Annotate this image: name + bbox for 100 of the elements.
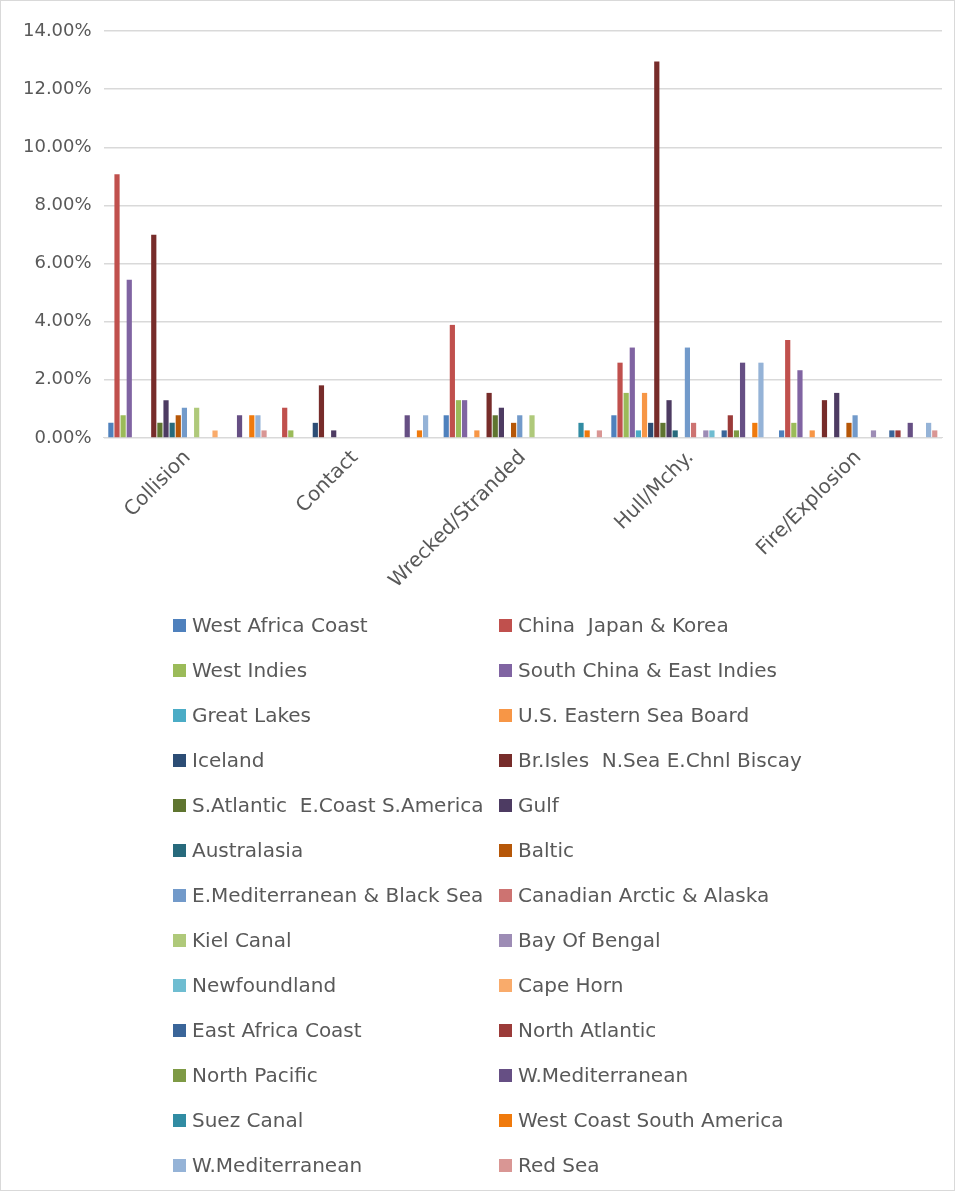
bar <box>660 422 666 438</box>
bar <box>641 392 648 438</box>
bar <box>617 362 623 438</box>
bar <box>443 415 449 438</box>
bar <box>175 415 181 438</box>
legend-label: China Japan & Korea <box>518 613 729 637</box>
bar <box>416 430 423 438</box>
bar <box>249 415 255 438</box>
bar <box>163 400 169 438</box>
bar <box>709 430 715 438</box>
bar <box>809 430 815 438</box>
bar <box>255 415 261 438</box>
bar <box>474 430 480 438</box>
legend-label: Cape Horn <box>518 973 624 997</box>
bar <box>151 234 157 438</box>
legend-label: West Africa Coast <box>192 613 368 637</box>
bar <box>791 422 797 438</box>
legend-label: South China & East Indies <box>518 658 777 682</box>
bar <box>126 279 132 438</box>
legend-label: Canadian Arctic & Alaska <box>518 883 770 907</box>
bar <box>194 407 200 438</box>
bar <box>114 174 120 438</box>
bar <box>108 422 114 438</box>
bar <box>331 430 337 438</box>
legend-label: Great Lakes <box>192 703 312 727</box>
legend-label: West Coast South America <box>518 1108 784 1132</box>
bar <box>895 430 901 438</box>
bar <box>727 415 733 438</box>
legend-label: North Pacific <box>192 1063 318 1087</box>
bar <box>672 430 678 438</box>
bar <box>690 422 697 438</box>
bar <box>752 422 758 438</box>
legend-label: Suez Canal <box>192 1108 304 1132</box>
bar <box>517 415 523 438</box>
bar <box>212 430 218 438</box>
bar <box>703 430 709 438</box>
legend-label: Kiel Canal <box>192 928 292 952</box>
bar <box>785 339 791 438</box>
y-tick-label: 2.00% <box>34 367 92 389</box>
y-tick-label: 0.00% <box>34 425 92 447</box>
bar <box>797 370 803 438</box>
legend-label: E.Mediterranean & Black Sea <box>192 883 484 907</box>
bar <box>578 422 584 438</box>
legend-label: North Atlantic <box>518 1018 657 1042</box>
bar <box>404 415 410 438</box>
bar <box>648 422 654 438</box>
legend-label: W.Mediterranean <box>518 1063 689 1087</box>
bar <box>733 430 740 438</box>
bar <box>666 400 672 438</box>
bar <box>492 415 498 438</box>
bar <box>318 385 325 438</box>
legend-label: Australasia <box>192 838 304 862</box>
bar <box>932 430 938 438</box>
y-tick-label: 10.00% <box>22 134 92 156</box>
bar <box>511 422 517 438</box>
legend-label: Iceland <box>192 748 265 772</box>
legend-label: Red Sea <box>518 1153 600 1177</box>
legend-label: West Indies <box>192 658 308 682</box>
bar <box>821 400 828 438</box>
bar <box>846 422 852 438</box>
y-tick-label: 12.00% <box>22 76 92 98</box>
y-tick-label: 4.00% <box>34 309 92 331</box>
legend-label: S.Atlantic E.Coast S.America <box>192 793 484 817</box>
bar <box>181 407 188 438</box>
bar <box>889 430 895 438</box>
bar <box>623 392 629 438</box>
bar <box>611 415 617 438</box>
bar <box>870 430 877 438</box>
bar <box>169 422 175 438</box>
bar <box>739 362 746 438</box>
legend-label: East Africa Coast <box>192 1018 362 1042</box>
y-tick-label: 8.00% <box>34 193 92 215</box>
legend-label: Newfoundland <box>192 973 337 997</box>
bar <box>584 430 590 438</box>
bar <box>282 407 288 438</box>
bar <box>462 400 468 438</box>
bar <box>852 415 858 438</box>
bar <box>758 362 764 438</box>
y-tick-label: 14.00% <box>22 18 92 40</box>
bar <box>498 407 504 438</box>
bar <box>288 430 294 438</box>
bar <box>486 392 492 438</box>
bar <box>926 422 932 438</box>
bar <box>157 422 163 438</box>
legend-label: W.Mediterranean <box>192 1153 363 1177</box>
bar <box>907 422 913 438</box>
y-tick-label: 6.00% <box>34 251 92 273</box>
bar <box>834 392 840 438</box>
bar <box>455 400 462 438</box>
legend-label: Bay Of Bengal <box>518 928 661 952</box>
bar <box>654 61 660 438</box>
legend-label: Gulf <box>518 793 559 817</box>
bar <box>529 415 535 438</box>
bar <box>778 430 785 438</box>
bar <box>120 415 126 438</box>
legend-label: Baltic <box>518 838 574 862</box>
bar <box>236 415 243 438</box>
bar <box>261 430 267 438</box>
bar <box>596 430 602 438</box>
bar <box>635 430 642 438</box>
